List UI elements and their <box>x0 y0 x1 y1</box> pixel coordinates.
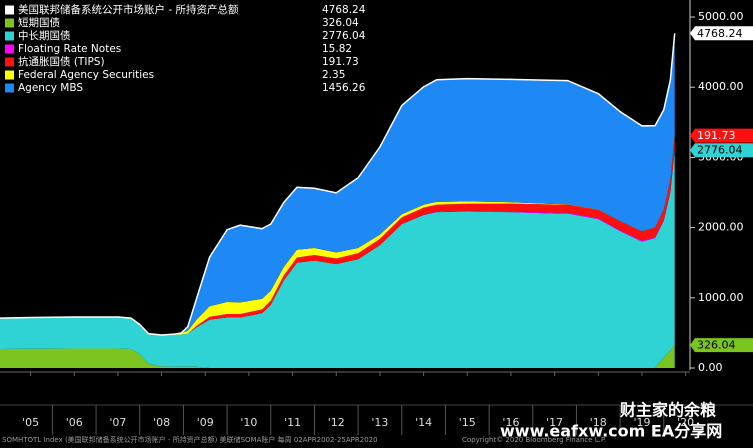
y-tick-label: 1000.00 <box>698 291 744 304</box>
x-tick-label: '17 <box>546 416 563 429</box>
end-label-text: 2776.04 <box>697 144 743 157</box>
legend-label: 抗通胀国债 (TIPS) <box>18 55 105 68</box>
legend-box <box>0 0 392 100</box>
x-tick-label: '07 <box>109 416 126 429</box>
end-label: 191.73 <box>690 128 753 143</box>
y-tick-label: 2000.00 <box>698 221 744 234</box>
legend-label: Floating Rate Notes <box>18 43 121 55</box>
x-tick-label: '05 <box>22 416 39 429</box>
x-tick-label: '15 <box>459 416 476 429</box>
end-label-box <box>690 338 753 353</box>
x-tick-label: '13 <box>371 416 388 429</box>
x-tick-label: '10 <box>240 416 257 429</box>
legend: 美国联邦储备系统公开市场账户 - 所持资产总额 4768.24 短期国债 326.… <box>0 0 392 100</box>
end-label-box <box>690 128 753 143</box>
x-tick-label: '16 <box>502 416 519 429</box>
end-label-text: 4768.24 <box>697 27 743 40</box>
y-tick-label: 4000.00 <box>698 80 744 93</box>
area <box>0 33 675 336</box>
legend-label: Agency MBS <box>18 82 83 94</box>
area <box>0 345 675 368</box>
end-label: 4768.24 <box>690 26 753 41</box>
legend-swatch <box>5 5 14 15</box>
legend-swatch <box>5 70 14 80</box>
end-label: 2776.04 <box>690 143 753 158</box>
x-tick-label: '18 <box>590 416 607 429</box>
legend-swatch <box>5 57 14 67</box>
footer: SOMHTOTL Index (美国联邦储备系统公开市场账户 - 所持资产总额)… <box>2 435 378 444</box>
legend-label: 短期国债 <box>18 16 60 29</box>
legend-swatch <box>5 31 14 41</box>
legend-value: 326.04 <box>322 17 359 29</box>
x-tick-label: '11 <box>284 416 301 429</box>
total-outline <box>0 33 676 336</box>
x-tick-label: '06 <box>66 416 83 429</box>
copyright: Copyright© 2020 Bloomberg Finance L.P. <box>462 436 606 444</box>
legend-swatch <box>5 83 14 93</box>
area <box>0 150 675 368</box>
end-label: 326.04 <box>690 338 753 353</box>
watermark-site: www.eafxw.com EA分享网 <box>500 422 722 441</box>
x-tick-label: '14 <box>415 416 432 429</box>
legend-value: 191.73 <box>322 56 359 68</box>
legend-total-label: 美国联邦储备系统公开市场账户 - 所持资产总额 <box>18 3 239 16</box>
legend-value: 2776.04 <box>322 30 366 42</box>
end-label-box <box>690 26 753 41</box>
legend-value: 1456.26 <box>322 82 366 94</box>
legend-total-value: 4768.24 <box>322 4 366 16</box>
y-tick-label: 5000.00 <box>698 10 744 23</box>
end-label-text: 191.73 <box>697 129 736 142</box>
legend-label: 中长期国债 <box>18 29 71 42</box>
legend-swatch <box>5 18 14 28</box>
legend-label: Federal Agency Securities <box>18 69 154 81</box>
x-tick-label: '20 <box>677 416 694 429</box>
plot-area <box>0 33 676 368</box>
watermark: 财主家的余粮 <box>619 401 716 420</box>
end-label-box <box>690 143 753 158</box>
legend-value: 15.82 <box>322 43 352 55</box>
legend-value: 2.35 <box>322 69 345 81</box>
y-tick-label: 0.00 <box>698 361 723 374</box>
legend-swatch <box>5 44 14 54</box>
axes: 0.001000.002000.003000.004000.005000.00'… <box>0 0 753 435</box>
x-tick-label: '19 <box>633 416 650 429</box>
end-label-text: 326.04 <box>697 339 736 352</box>
x-tick-label: '08 <box>153 416 170 429</box>
x-tick-label: '09 <box>197 416 214 429</box>
x-tick-label: '12 <box>328 416 345 429</box>
